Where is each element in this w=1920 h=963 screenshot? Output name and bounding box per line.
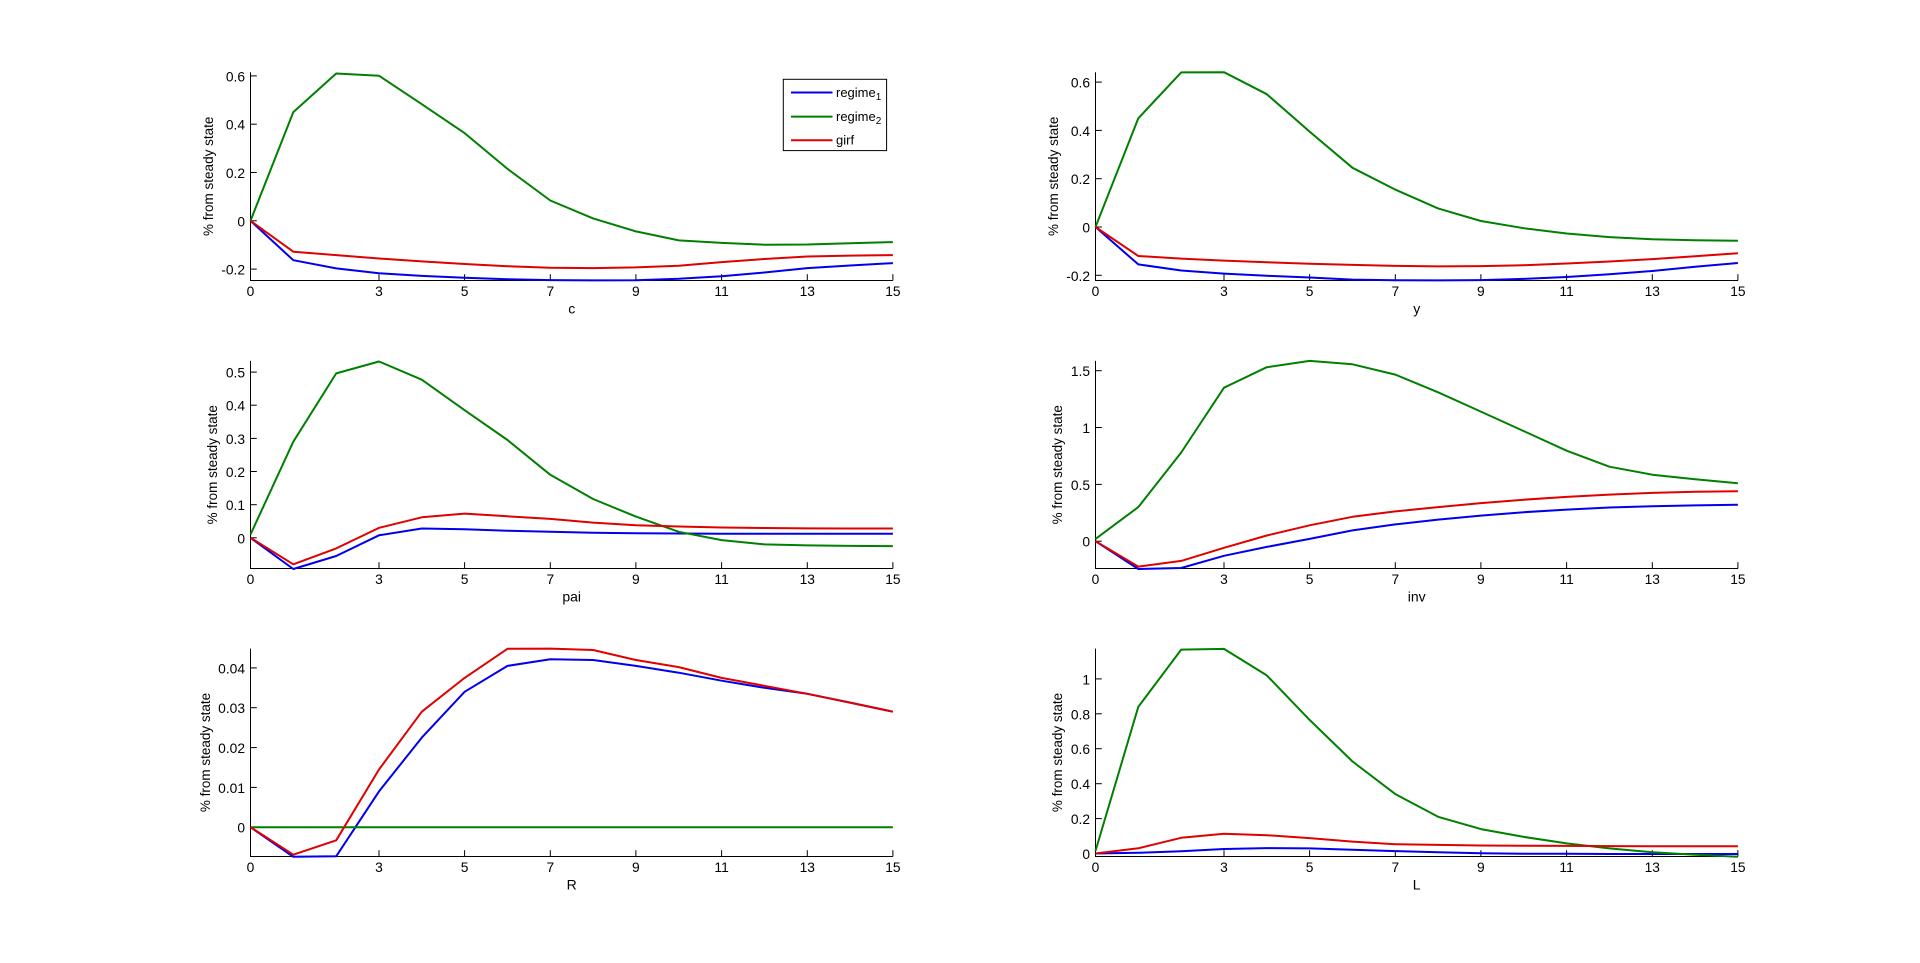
svg-text:0: 0	[1092, 284, 1100, 299]
svg-text:7: 7	[1391, 284, 1399, 299]
svg-text:c: c	[568, 301, 575, 317]
svg-text:15: 15	[885, 284, 901, 299]
svg-text:9: 9	[1477, 860, 1485, 875]
svg-text:0.04: 0.04	[218, 661, 245, 676]
svg-text:5: 5	[461, 860, 469, 875]
svg-text:0.6: 0.6	[226, 69, 246, 84]
svg-text:5: 5	[1306, 860, 1314, 875]
svg-text:L: L	[1413, 877, 1421, 893]
svg-text:-0.2: -0.2	[221, 263, 245, 278]
svg-text:3: 3	[1220, 860, 1228, 875]
svg-text:-0.2: -0.2	[1066, 269, 1090, 284]
svg-text:0: 0	[237, 531, 245, 546]
svg-text:15: 15	[1730, 284, 1746, 299]
svg-text:0.4: 0.4	[1071, 124, 1091, 139]
svg-text:13: 13	[800, 572, 816, 587]
svg-text:inv: inv	[1408, 589, 1426, 605]
svg-text:0.6: 0.6	[1071, 76, 1091, 91]
svg-text:3: 3	[1220, 572, 1228, 587]
svg-text:13: 13	[800, 860, 816, 875]
svg-text:0.2: 0.2	[1071, 812, 1090, 827]
svg-text:7: 7	[546, 284, 554, 299]
svg-text:0: 0	[1082, 847, 1090, 862]
svg-text:13: 13	[800, 284, 816, 299]
svg-text:9: 9	[1477, 572, 1485, 587]
svg-text:13: 13	[1645, 572, 1661, 587]
svg-text:1: 1	[1082, 421, 1090, 436]
svg-text:15: 15	[1730, 860, 1746, 875]
svg-text:11: 11	[714, 572, 728, 587]
svg-text:R: R	[567, 877, 577, 893]
svg-text:0.02: 0.02	[218, 741, 245, 756]
svg-text:girf: girf	[836, 133, 854, 148]
svg-text:0: 0	[247, 284, 255, 299]
svg-text:5: 5	[1306, 284, 1314, 299]
svg-text:0: 0	[1082, 535, 1090, 550]
svg-text:11: 11	[1559, 572, 1573, 587]
svg-text:pai: pai	[562, 589, 581, 605]
svg-text:3: 3	[375, 860, 383, 875]
svg-text:0.2: 0.2	[226, 166, 245, 181]
svg-text:0.5: 0.5	[1071, 478, 1091, 493]
svg-text:7: 7	[546, 572, 554, 587]
svg-text:15: 15	[885, 572, 901, 587]
svg-text:0: 0	[1092, 572, 1100, 587]
svg-text:% from steady state: % from steady state	[1050, 693, 1065, 812]
svg-text:0.03: 0.03	[218, 701, 245, 716]
svg-text:0.01: 0.01	[218, 781, 245, 796]
svg-text:7: 7	[546, 860, 554, 875]
svg-text:5: 5	[461, 284, 469, 299]
svg-text:0.4: 0.4	[1071, 777, 1091, 792]
svg-text:0.6: 0.6	[1071, 742, 1091, 757]
svg-text:0.5: 0.5	[226, 366, 246, 381]
svg-text:15: 15	[885, 860, 901, 875]
svg-text:0: 0	[237, 821, 245, 836]
svg-text:9: 9	[632, 860, 640, 875]
svg-text:11: 11	[1559, 860, 1573, 875]
svg-text:15: 15	[1730, 572, 1746, 587]
svg-text:3: 3	[375, 284, 383, 299]
svg-text:11: 11	[1559, 284, 1573, 299]
svg-text:5: 5	[1306, 572, 1314, 587]
svg-text:9: 9	[632, 572, 640, 587]
svg-text:0.2: 0.2	[226, 465, 245, 480]
svg-text:11: 11	[714, 860, 728, 875]
svg-text:% from steady state: % from steady state	[198, 693, 213, 812]
svg-text:regime1: regime1	[836, 85, 882, 103]
svg-text:0.2: 0.2	[1071, 172, 1090, 187]
svg-text:9: 9	[1477, 284, 1485, 299]
svg-text:0.8: 0.8	[1071, 707, 1091, 722]
svg-text:3: 3	[1220, 284, 1228, 299]
svg-text:% from steady state: % from steady state	[201, 117, 216, 236]
svg-text:3: 3	[375, 572, 383, 587]
svg-text:0.4: 0.4	[226, 118, 246, 133]
svg-text:% from steady state: % from steady state	[1050, 405, 1065, 524]
svg-text:0.3: 0.3	[226, 432, 246, 447]
svg-text:7: 7	[1391, 572, 1399, 587]
svg-text:0.4: 0.4	[226, 399, 246, 414]
svg-text:0: 0	[1092, 860, 1100, 875]
svg-text:0: 0	[247, 572, 255, 587]
svg-text:11: 11	[714, 284, 728, 299]
svg-text:1.5: 1.5	[1071, 364, 1091, 379]
svg-text:% from steady state: % from steady state	[205, 405, 220, 524]
svg-text:regime2: regime2	[836, 109, 882, 127]
svg-text:13: 13	[1645, 284, 1661, 299]
svg-text:7: 7	[1391, 860, 1399, 875]
svg-text:9: 9	[632, 284, 640, 299]
svg-text:0: 0	[1082, 221, 1090, 236]
svg-text:1: 1	[1082, 672, 1090, 687]
svg-text:0: 0	[237, 214, 245, 229]
svg-text:5: 5	[461, 572, 469, 587]
svg-text:y: y	[1413, 301, 1420, 317]
svg-text:13: 13	[1645, 860, 1661, 875]
svg-text:0.1: 0.1	[226, 498, 245, 513]
svg-text:% from steady state: % from steady state	[1046, 117, 1061, 236]
svg-text:0: 0	[247, 860, 255, 875]
